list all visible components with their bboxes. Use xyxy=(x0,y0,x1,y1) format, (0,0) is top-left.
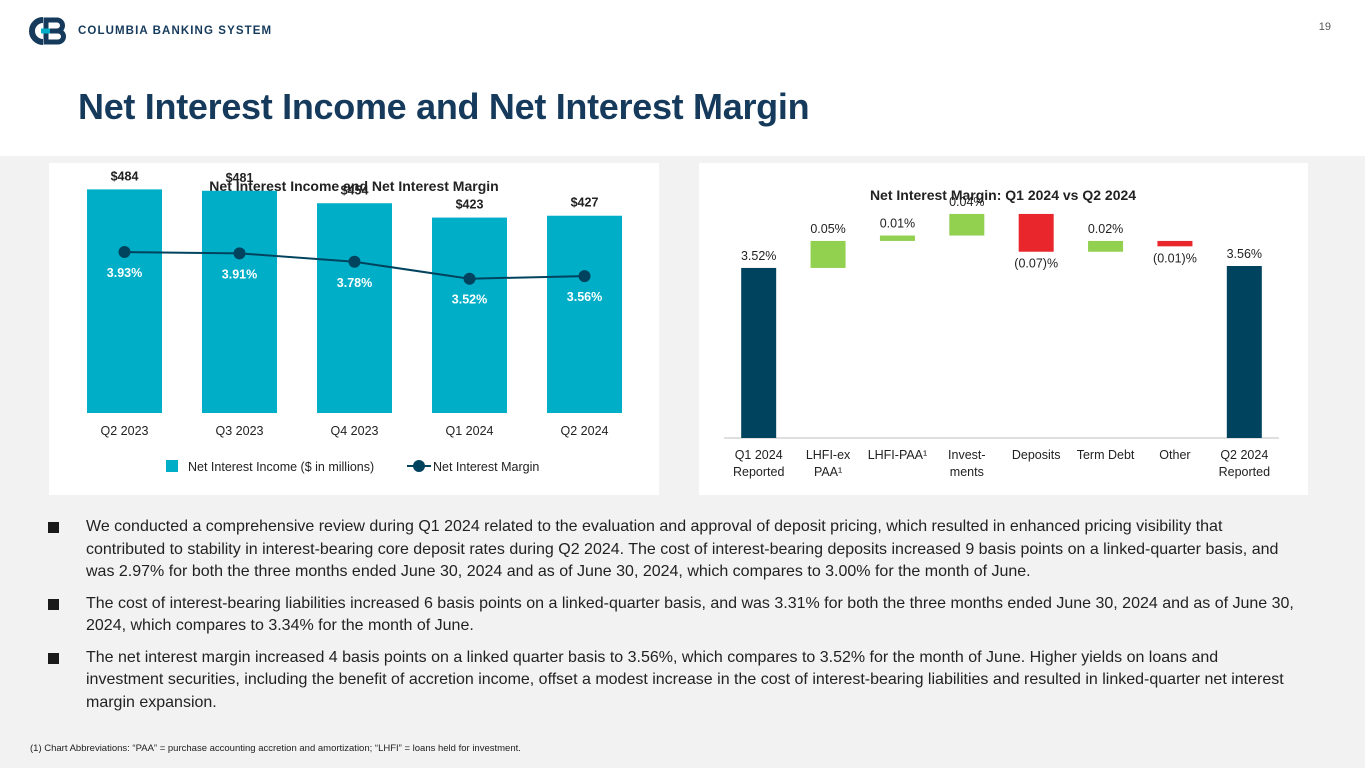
x-tick-label: Term Debt xyxy=(1077,448,1135,462)
bullet-text: We conducted a comprehensive review duri… xyxy=(86,518,1279,580)
x-tick-label: PAA¹ xyxy=(814,465,842,479)
bar-nii xyxy=(432,217,507,413)
x-tick-label: LHFI-ex xyxy=(806,448,851,462)
bar-value-label: (0.07)% xyxy=(1014,257,1058,271)
bar-nii xyxy=(202,190,277,413)
x-tick-label: Other xyxy=(1159,448,1190,462)
nim-point xyxy=(463,272,476,285)
slide-header: COLUMBIA BANKING SYSTEM 19 Net Interest … xyxy=(0,0,1365,156)
nim-value-label: 3.52% xyxy=(452,293,487,307)
x-tick-label: LHFI-PAA¹ xyxy=(868,448,928,462)
bar-nii xyxy=(547,215,622,413)
bar-total xyxy=(1226,266,1262,438)
x-tick-label: Q3 2023 xyxy=(216,424,264,438)
bar-decrease xyxy=(1157,240,1193,247)
x-tick-label: Reported xyxy=(1219,465,1270,479)
bar-value-label: 0.02% xyxy=(1088,222,1123,236)
bullet-text: The cost of interest-bearing liabilities… xyxy=(86,594,1294,635)
company-name: COLUMBIA BANKING SYSTEM xyxy=(78,25,273,37)
bar-increase xyxy=(949,213,985,236)
bar-value-label: $423 xyxy=(456,198,484,212)
x-tick-label: Reported xyxy=(733,465,784,479)
bar-value-label: (0.01)% xyxy=(1153,251,1197,265)
bar-nii xyxy=(317,203,392,413)
x-tick-label: Q1 2024 xyxy=(735,448,783,462)
cb-logo-icon xyxy=(29,17,66,45)
bullet-item: We conducted a comprehensive review duri… xyxy=(46,516,1296,584)
nim-value-label: 3.56% xyxy=(567,290,602,304)
nim-point xyxy=(348,255,361,268)
nii-nim-chart: Net Interest Income and Net Interest Mar… xyxy=(87,169,622,474)
nim-value-label: 3.93% xyxy=(107,266,142,280)
legend-label-nii: Net Interest Income ($ in millions) xyxy=(188,460,374,474)
bar-decrease xyxy=(1018,213,1054,252)
bar-total xyxy=(741,267,777,438)
commentary-bullets: We conducted a comprehensive review duri… xyxy=(46,516,1296,723)
footnote: (1) Chart Abbreviations: “PAA” = purchas… xyxy=(30,743,521,754)
chart-title: Net Interest Income and Net Interest Mar… xyxy=(209,178,498,194)
x-tick-label: Q2 2024 xyxy=(1220,448,1268,462)
bar-increase xyxy=(879,235,915,241)
nim-point xyxy=(118,246,131,259)
bar-value-label: 3.52% xyxy=(741,249,776,263)
nim-value-label: 3.91% xyxy=(222,267,257,281)
legend-swatch-nii xyxy=(166,460,178,472)
square-bullet-icon xyxy=(48,652,59,664)
bar-increase xyxy=(810,240,846,268)
bar-nii xyxy=(87,189,162,413)
x-tick-label: ments xyxy=(950,465,984,479)
bar-value-label: 3.56% xyxy=(1227,247,1262,261)
legend-marker-nim xyxy=(413,460,425,472)
nim-value-label: 3.78% xyxy=(337,276,372,290)
bar-value-label: $427 xyxy=(571,196,599,210)
company-logo: COLUMBIA BANKING SYSTEM xyxy=(26,15,272,47)
x-tick-label: Q4 2023 xyxy=(331,424,379,438)
nim-bridge-panel: Net Interest Margin: Q1 2024 vs Q2 2024 3… xyxy=(699,163,1308,495)
x-tick-label: Deposits xyxy=(1012,448,1061,462)
bar-value-label: 0.01% xyxy=(880,217,915,231)
bar-increase xyxy=(1088,240,1124,252)
bullet-text: The net interest margin increased 4 basi… xyxy=(86,648,1284,711)
x-tick-label: Q1 2024 xyxy=(446,424,494,438)
bar-value-label: $454 xyxy=(341,183,369,197)
square-bullet-icon xyxy=(48,598,59,610)
bar-value-label: 0.05% xyxy=(810,222,845,236)
legend-label-nim: Net Interest Margin xyxy=(433,460,539,474)
bar-value-label: $484 xyxy=(111,169,139,183)
bar-value-label: $481 xyxy=(226,171,254,185)
nii-chart-panel: Net Interest Income and Net Interest Mar… xyxy=(49,163,659,495)
chart-title: Net Interest Margin: Q1 2024 vs Q2 2024 xyxy=(870,187,1136,203)
bullet-item: The net interest margin increased 4 basi… xyxy=(46,647,1296,715)
nim-point xyxy=(578,270,591,283)
bullet-item: The cost of interest-bearing liabilities… xyxy=(46,593,1296,638)
bar-value-label: 0.04% xyxy=(949,195,984,209)
nim-point xyxy=(233,247,246,260)
x-tick-label: Invest- xyxy=(948,448,986,462)
square-bullet-icon xyxy=(48,522,59,533)
x-tick-label: Q2 2024 xyxy=(561,424,609,438)
nim-waterfall-chart: Net Interest Margin: Q1 2024 vs Q2 2024 3… xyxy=(724,187,1279,479)
page-number: 19 xyxy=(1318,21,1331,33)
page-title: Net Interest Income and Net Interest Mar… xyxy=(78,86,810,127)
x-tick-label: Q2 2023 xyxy=(101,424,149,438)
